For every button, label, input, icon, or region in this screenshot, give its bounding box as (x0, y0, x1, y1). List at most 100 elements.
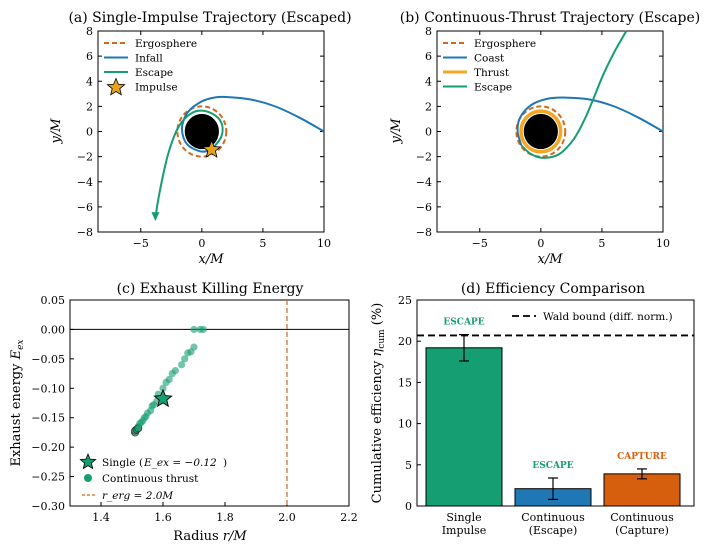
y-tick-label: −2 (77, 151, 93, 164)
legend-label: Coast (474, 53, 505, 65)
x-tick-label: Continuous (521, 511, 585, 524)
series-escape (154, 109, 224, 219)
scatter-point (165, 375, 173, 384)
y-tick-label: 2 (425, 100, 432, 113)
x-tick-label: 1.8 (216, 511, 234, 524)
panel-d-plot: ESCAPE ESCAPE CAPTURE (417, 318, 694, 507)
ergosphere-circle (176, 105, 228, 158)
y-tick-label: −0.25 (31, 471, 65, 484)
y-tick-label: −4 (77, 176, 93, 189)
y-tick-label: 4 (86, 75, 93, 88)
legend-label-single-value: E_ex = −0.12 (143, 457, 217, 469)
x-tick-label: 10 (656, 237, 670, 250)
panel-a-ylabel: y/M (49, 118, 64, 145)
series-escape (520, 30, 628, 159)
panel-c-legend: Single (E_ex = −0.12) Continuous thrust r_… (79, 452, 227, 502)
y-tick-label: −6 (77, 201, 93, 214)
x-tick-label: 0 (537, 237, 544, 250)
legend-swatch-continuous (84, 474, 92, 482)
panel-a-plot (151, 95, 325, 222)
panel-b-ticks: −5 0 5 10 −8 −6 −4 −2 0 2 4 6 8 (416, 25, 670, 250)
x-tick-label: −5 (133, 237, 149, 250)
y-tick-label: −4 (416, 176, 432, 189)
legend-label: Escape (474, 82, 512, 94)
y-tick-label: 0 (86, 126, 93, 139)
legend-label-single-close: ) (223, 457, 227, 469)
y-tick-label: −2 (416, 151, 432, 164)
y-tick-label: 6 (86, 50, 93, 63)
y-tick-label: 6 (425, 50, 432, 63)
y-tick-label: −0.20 (31, 441, 65, 454)
legend-label: Ergosphere (474, 38, 536, 50)
legend-swatch-single (79, 452, 97, 470)
panel-d-title: (d) Efficiency Comparison (461, 281, 645, 297)
legend-swatch-impulse (106, 77, 126, 96)
panel-d-ticks: 0510152025SingleImpulseContinuous(Escape… (398, 294, 674, 537)
y-tick-label: 4 (425, 75, 432, 88)
black-hole (523, 113, 558, 150)
black-hole (184, 113, 219, 150)
y-tick-label: 0 (425, 126, 432, 139)
legend-label-continuous: Continuous thrust (102, 473, 199, 485)
panel-b-ylabel: y/M (389, 118, 404, 145)
y-tick-label: −6 (416, 201, 432, 214)
y-tick-label: 0.05 (41, 294, 66, 307)
scatter-point (181, 355, 189, 363)
panel-a-ticks: −5 0 5 10 −8 −6 −4 −2 0 2 4 6 8 (77, 25, 331, 250)
panel-d-efficiency: (d) Efficiency Comparison 0 5 10 15 20 25 Sing… (370, 281, 695, 537)
legend-label-wald: Wald bound (diff. norm.) (543, 311, 673, 323)
panel-b-xlabel: x/M (537, 252, 563, 267)
y-tick-label: 25 (398, 294, 412, 307)
x-tick-label: 5 (259, 237, 266, 250)
y-tick-label: −0.15 (31, 412, 65, 425)
panel-a-title: (a) Single-Impulse Trajectory (Escaped) (68, 10, 351, 26)
bar-annotation: ESCAPE (443, 318, 484, 328)
bar-annotation: CAPTURE (617, 452, 667, 462)
y-tick-label: 0 (405, 500, 412, 513)
y-tick-label: 15 (398, 376, 412, 389)
y-tick-label: 8 (425, 25, 432, 38)
x-tick-label: 10 (317, 237, 331, 250)
y-tick-label: 2 (86, 100, 93, 113)
scatter-point (171, 367, 179, 375)
panel-a-trajectory-single: (a) Single-Impulse Trajectory (Escaped) … (49, 10, 352, 267)
legend-label-ergosphere: r_erg = 2.0M (102, 490, 173, 502)
y-tick-label: −0.10 (31, 382, 65, 395)
panel-a-legend: Ergosphere Infall Escape Impulse (104, 38, 197, 96)
panel-d-legend: Wald bound (diff. norm.) (512, 311, 673, 323)
panel-c-frame (69, 299, 350, 507)
x-tick-label: 2.0 (278, 511, 296, 524)
y-tick-label: −0.30 (31, 500, 65, 513)
y-tick-label: 5 (405, 459, 412, 472)
panel-c-exhaust-energy: (c) Exhaust Killing Energy 1.4 1.6 1.8 2.0 2… (9, 281, 358, 544)
series-coast (516, 96, 664, 146)
bar-annotation: ESCAPE (532, 461, 573, 471)
y-tick-label: 20 (398, 335, 412, 348)
scatter-point (190, 343, 198, 351)
escape-arrowhead (151, 212, 160, 222)
bar-0 (425, 347, 503, 507)
panel-d-ylabel: Cumulative efficiency ηcum (%) (370, 303, 387, 504)
panel-c-title: (c) Exhaust Killing Energy (117, 281, 304, 297)
panel-b-plot (515, 30, 664, 159)
x-tick-label: 5 (598, 237, 605, 250)
thrust-ring (519, 109, 563, 154)
legend-label: Thrust (474, 67, 510, 79)
ergosphere-circle (515, 105, 567, 158)
x-tick-label: −5 (472, 237, 488, 250)
x-tick-label: 1.4 (92, 511, 110, 524)
y-tick-label: −8 (416, 226, 432, 239)
panel-b-title: (b) Continuous-Thrust Trajectory (Escape… (400, 10, 701, 26)
x-tick-label: Continuous (610, 511, 674, 524)
panel-c-xlabel: Radius r/M (173, 529, 247, 544)
panel-c-ticks: 1.4 1.6 1.8 2.0 2.2 0.05 0.00 −0.05 −0.10 −0.15 −0… (31, 294, 357, 524)
x-tick-label: (Escape) (529, 524, 578, 537)
legend-label: Escape (135, 67, 173, 79)
panel-a-xlabel: x/M (198, 252, 224, 267)
legend-label: Infall (135, 53, 163, 65)
impulse-star (202, 139, 222, 158)
legend-label-single: Single ( (102, 457, 143, 469)
x-tick-label: (Capture) (615, 524, 669, 537)
single-impulse-star (153, 388, 173, 408)
